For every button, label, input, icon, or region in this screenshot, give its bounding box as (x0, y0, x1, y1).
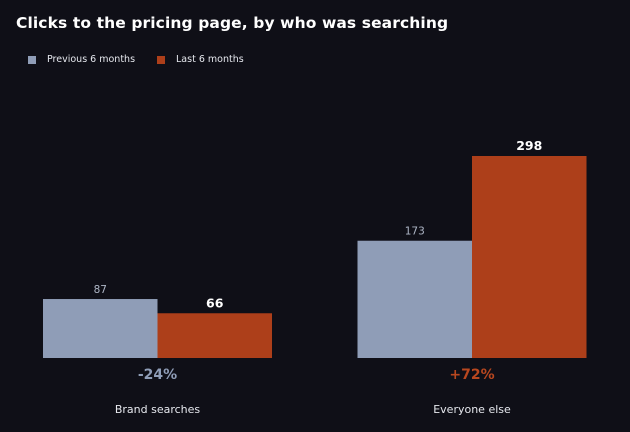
bar-everyone-else-last (472, 156, 587, 358)
legend-swatch-previous (28, 55, 36, 64)
change-label-everyone-else: +72% (449, 367, 494, 383)
chart-title: Clicks to the pricing page, by who was s… (16, 14, 449, 32)
legend-item-last: Last 6 months (157, 54, 244, 65)
bar-brand-searches-last (157, 313, 272, 358)
legend-label-previous: Previous 6 months (47, 54, 136, 65)
category-label-everyone-else: Everyone else (433, 403, 511, 416)
change-label-brand-searches: -24% (138, 367, 177, 383)
value-label-brand-searches-previous: 87 (94, 284, 107, 296)
value-label-brand-searches-last: 66 (206, 295, 224, 310)
value-label-everyone-else-last: 298 (516, 138, 542, 153)
bar-everyone-else-previous (357, 240, 472, 358)
category-label-brand-searches: Brand searches (115, 403, 201, 416)
bar-brand-searches-previous (43, 299, 158, 358)
value-label-everyone-else-previous: 173 (405, 226, 425, 238)
legend-swatch-last (157, 55, 166, 64)
legend-item-previous: Previous 6 months (28, 54, 135, 65)
legend-label-last: Last 6 months (176, 54, 244, 65)
legend: Previous 6 months Last 6 months (28, 54, 266, 65)
